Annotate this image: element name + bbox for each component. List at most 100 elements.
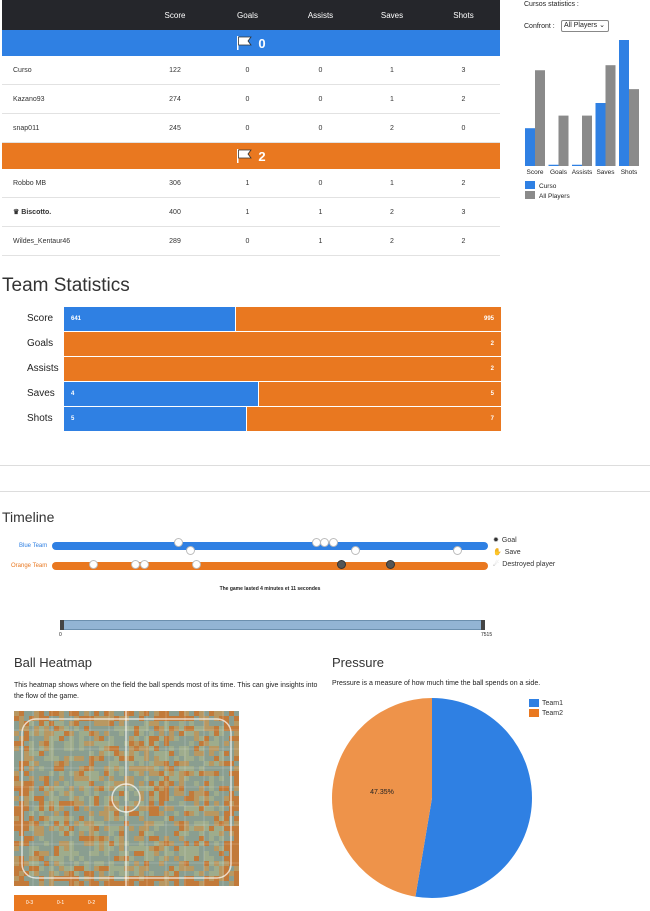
goal-icon: ✹ bbox=[493, 537, 499, 544]
player-assists: 1 bbox=[318, 237, 323, 245]
timeline-event-icon[interactable] bbox=[386, 560, 395, 569]
header-saves: Saves bbox=[380, 10, 404, 20]
timeline-event-icon[interactable] bbox=[192, 560, 201, 569]
player-name-text: snap011 bbox=[13, 124, 40, 132]
player-row: ♛ Biscotto. 400 1 1 2 3 bbox=[2, 198, 500, 227]
legend-save: ✋ Save bbox=[493, 548, 521, 557]
blue-team-stat-bar: 4 bbox=[64, 382, 258, 406]
player-row: Robbo MB 306 1 0 1 2 bbox=[2, 169, 500, 198]
slider-handle-left[interactable] bbox=[60, 620, 64, 630]
confront-select-value: All Players bbox=[564, 22, 598, 29]
player-name: ♛ Biscotto. bbox=[2, 208, 139, 216]
player-name: Robbo MB bbox=[2, 180, 139, 187]
slider-handle-right[interactable] bbox=[481, 620, 485, 630]
heatmap-button-0-2[interactable]: 0-2 bbox=[76, 895, 107, 911]
timeline-event-icon[interactable] bbox=[89, 560, 98, 569]
header-goals: Goals bbox=[237, 10, 258, 20]
player-saves: 1 bbox=[390, 179, 394, 187]
divider bbox=[0, 491, 650, 492]
team-stat-label: Saves bbox=[27, 388, 55, 399]
player-score: 289 bbox=[169, 237, 181, 245]
player-name-text: Wildes_Kentaur46 bbox=[13, 237, 71, 245]
legend-team1-label: Team1 bbox=[542, 699, 564, 707]
legend-team2-label: Team2 bbox=[542, 709, 564, 717]
legend-swatch bbox=[529, 699, 539, 707]
destroyed-player-icon: ☄ bbox=[493, 561, 500, 568]
player-assists: 0 bbox=[318, 66, 323, 74]
timeline-event-icon[interactable] bbox=[186, 546, 195, 555]
player-row: snap011 245 0 0 2 0 bbox=[2, 114, 500, 143]
blue-timeline-bar bbox=[52, 542, 488, 550]
pie-slice-team2 bbox=[332, 698, 432, 897]
pie-label: 47.35% bbox=[370, 789, 394, 796]
player-goals: 0 bbox=[245, 66, 250, 74]
header-shots: Shots bbox=[453, 10, 474, 20]
timeline-title: Timeline bbox=[2, 509, 55, 525]
timeline-event-icon[interactable] bbox=[131, 560, 140, 569]
timeline-event-icon[interactable] bbox=[351, 546, 360, 555]
orange-team-stat-bar: 7 bbox=[247, 407, 501, 431]
legend-destroyed: ☄ Destroyed player bbox=[493, 560, 556, 569]
player-name: Wildes_Kentaur46 bbox=[2, 238, 139, 245]
team-stat-label: Score bbox=[27, 313, 54, 324]
orange-team-stat-bar: 995 bbox=[236, 307, 501, 331]
player-shots: 0 bbox=[461, 124, 466, 132]
timeline-event-icon[interactable] bbox=[320, 538, 329, 547]
player-stats-title: Cursos statistics : bbox=[524, 1, 579, 8]
player-shots: 2 bbox=[461, 237, 466, 245]
team-stat-label: Goals bbox=[27, 338, 54, 349]
player-assists: 0 bbox=[318, 179, 323, 187]
confront-select[interactable]: All Players ⌄ bbox=[561, 20, 609, 32]
pressure-pie-chart: 47.35% bbox=[332, 698, 532, 898]
player-goals: 0 bbox=[245, 237, 250, 245]
orange-team-score: 2 bbox=[258, 148, 266, 164]
stat-bar bbox=[525, 128, 535, 166]
timeline-event-icon[interactable] bbox=[337, 560, 346, 569]
player-saves: 2 bbox=[390, 208, 394, 216]
stat-bar bbox=[558, 115, 569, 166]
legend-label: All Players bbox=[539, 193, 570, 200]
orange-team-stat-bar: 5 bbox=[259, 382, 501, 406]
player-goals: 1 bbox=[245, 179, 250, 187]
timeline-slider[interactable] bbox=[61, 620, 482, 630]
heatmap-button-0-3[interactable]: 0-3 bbox=[14, 895, 45, 911]
pressure-description: Pressure is a measure of how much time t… bbox=[332, 680, 541, 687]
scoreboard: Score Goals Assists Saves Shots 0 Curso 1… bbox=[2, 0, 500, 256]
legend-destroyed-label: Destroyed player bbox=[502, 560, 556, 568]
team-stat-label: Shots bbox=[27, 413, 53, 424]
player-name: Curso bbox=[2, 67, 139, 74]
legend-label: Curso bbox=[539, 183, 557, 190]
game-duration-text: The game lasted 4 minutes et 11 secondes bbox=[219, 586, 321, 592]
confront-label: Confront : bbox=[524, 23, 555, 30]
flag-icon bbox=[237, 149, 253, 163]
category-label: Goals bbox=[550, 169, 568, 176]
stat-bar bbox=[548, 164, 559, 166]
timeline-event-icon[interactable] bbox=[453, 546, 462, 555]
player-assists: 0 bbox=[318, 124, 323, 132]
blue-team-label: Blue Team bbox=[19, 543, 48, 549]
stat-bar bbox=[535, 70, 545, 166]
heatmap-button-0-1[interactable]: 0-1 bbox=[45, 895, 76, 911]
legend-goal: ✹ Goal bbox=[493, 536, 517, 545]
stat-bar bbox=[572, 164, 582, 166]
player-row: Wildes_Kentaur46 289 0 1 2 2 bbox=[2, 227, 500, 256]
legend-save-label: Save bbox=[504, 548, 521, 556]
timeline-event-icon[interactable] bbox=[174, 538, 183, 547]
player-name: snap011 bbox=[2, 125, 139, 132]
player-score: 306 bbox=[169, 179, 181, 187]
player-goals: 0 bbox=[245, 124, 250, 132]
player-saves: 2 bbox=[390, 124, 394, 132]
orange-team-bar: 2 bbox=[2, 143, 500, 169]
slider-max-label: 7515 bbox=[481, 632, 493, 638]
player-saves: 1 bbox=[390, 66, 394, 74]
team-statistics-title: Team Statistics bbox=[2, 275, 130, 296]
pie-slice-team1 bbox=[415, 698, 532, 898]
timeline-event-icon[interactable] bbox=[140, 560, 149, 569]
timeline-event-icon[interactable] bbox=[329, 538, 338, 547]
player-name-text: Robbo MB bbox=[13, 179, 47, 187]
header-assists: Assists bbox=[307, 10, 334, 20]
player-name-text: Biscotto. bbox=[21, 209, 52, 216]
orange-timeline-bar bbox=[52, 562, 488, 570]
player-assists: 0 bbox=[318, 95, 323, 103]
player-score: 245 bbox=[169, 124, 181, 132]
